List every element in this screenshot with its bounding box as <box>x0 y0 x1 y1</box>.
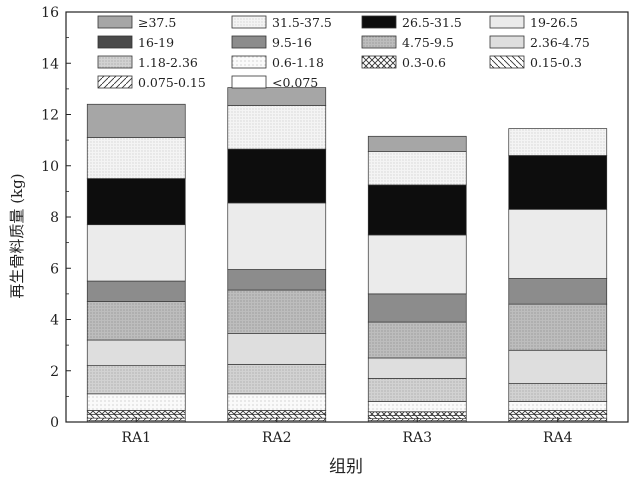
legend-swatch <box>489 55 525 69</box>
bar-segment <box>86 339 186 366</box>
y-tick-label: 16 <box>41 5 59 21</box>
y-axis-label: 再生骨料质量 (kg) <box>8 173 26 298</box>
y-tick-label: 2 <box>50 364 59 380</box>
bar-segment <box>508 278 608 305</box>
bar-segment <box>508 303 608 351</box>
bar-segment <box>367 411 467 416</box>
y-tick-label: 0 <box>50 415 59 431</box>
bar-segment <box>508 349 608 384</box>
y-tick-label: 6 <box>50 261 59 277</box>
bar-segment <box>367 357 467 379</box>
bar-segment <box>367 184 467 236</box>
legend-label: ≥37.5 <box>138 15 176 30</box>
bar-segment <box>86 301 186 341</box>
bar-segment <box>227 269 327 291</box>
legend-label: 1.18-2.36 <box>138 55 198 70</box>
legend-swatch <box>231 15 267 29</box>
x-axis-label: 组别 <box>329 457 363 477</box>
bar-segment <box>508 128 608 156</box>
y-tick-label: 10 <box>41 159 59 175</box>
legend-label: 16-19 <box>138 35 174 50</box>
legend-swatch <box>231 75 267 89</box>
bar-segment <box>86 393 186 411</box>
bar-segment <box>227 105 327 150</box>
legend-label: 0.075-0.15 <box>138 75 206 90</box>
legend-label: 0.6-1.18 <box>272 55 324 70</box>
bar-segment <box>227 393 327 411</box>
bar-segment <box>227 202 327 270</box>
bars-group <box>86 87 608 423</box>
legend-label: 0.15-0.3 <box>530 55 582 70</box>
bar-segment <box>367 135 467 153</box>
bar-segment <box>367 151 467 186</box>
legend-label: 26.5-31.5 <box>402 15 462 30</box>
bar-segment <box>508 155 608 210</box>
y-tick-label: 4 <box>50 313 59 329</box>
bar-segment <box>367 321 467 359</box>
legend-label: 19-26.5 <box>530 15 578 30</box>
bar-segment <box>367 378 467 402</box>
legend-label: <0.075 <box>272 75 318 90</box>
bar-segment <box>367 293 467 323</box>
bar-segment <box>86 103 186 138</box>
legend-label: 2.36-4.75 <box>530 35 590 50</box>
bar-segment <box>227 363 327 395</box>
y-tick-label: 8 <box>50 210 59 226</box>
bar-segment <box>227 333 327 365</box>
bar-segment <box>367 401 467 413</box>
y-tick-label: 14 <box>41 56 59 72</box>
x-tick-label: RA1 <box>121 430 151 446</box>
legend-swatch <box>361 15 397 29</box>
legend-swatch <box>489 35 525 49</box>
y-tick-label: 12 <box>41 108 59 124</box>
bar-segment <box>508 208 608 279</box>
bar-segment <box>508 401 608 411</box>
legend-label: 0.3-0.6 <box>402 55 446 70</box>
bar-segment <box>86 280 186 302</box>
legend-swatch <box>489 15 525 29</box>
x-tick-label: RA2 <box>262 430 292 446</box>
legend-swatch <box>97 15 133 29</box>
bar-segment <box>86 365 186 395</box>
bar-segment <box>227 87 327 106</box>
axes-group: 0 2 4 6 8 10 12 14 16 RA1 RA2 RA3 RA4 <box>41 5 629 446</box>
bar-segment <box>508 383 608 402</box>
bar-segment <box>86 410 186 415</box>
legend-swatch <box>231 35 267 49</box>
legend-swatch <box>361 55 397 69</box>
legend-label: 31.5-37.5 <box>272 15 332 30</box>
bar-segment <box>227 410 327 415</box>
bar-segment <box>508 410 608 415</box>
legend-swatch <box>97 35 133 49</box>
legend-swatch <box>231 55 267 69</box>
legend-label: 9.5-16 <box>272 35 312 50</box>
bar-segment <box>86 224 186 282</box>
bar-segment <box>227 289 327 334</box>
legend-swatch <box>361 35 397 49</box>
bar-segment <box>86 178 186 226</box>
legend-label: 4.75-9.5 <box>402 35 454 50</box>
x-tick-label: RA3 <box>402 430 432 446</box>
x-tick-label: RA4 <box>543 430 573 446</box>
bar-segment <box>227 148 327 204</box>
legend-swatch <box>97 75 133 89</box>
bar-segment <box>86 137 186 179</box>
legend: ≥37.5 31.5-37.5 26.5-31.5 19-26.5 16-19 9.5-1… <box>97 15 590 90</box>
bar-segment <box>367 234 467 295</box>
legend-swatch <box>97 55 133 69</box>
